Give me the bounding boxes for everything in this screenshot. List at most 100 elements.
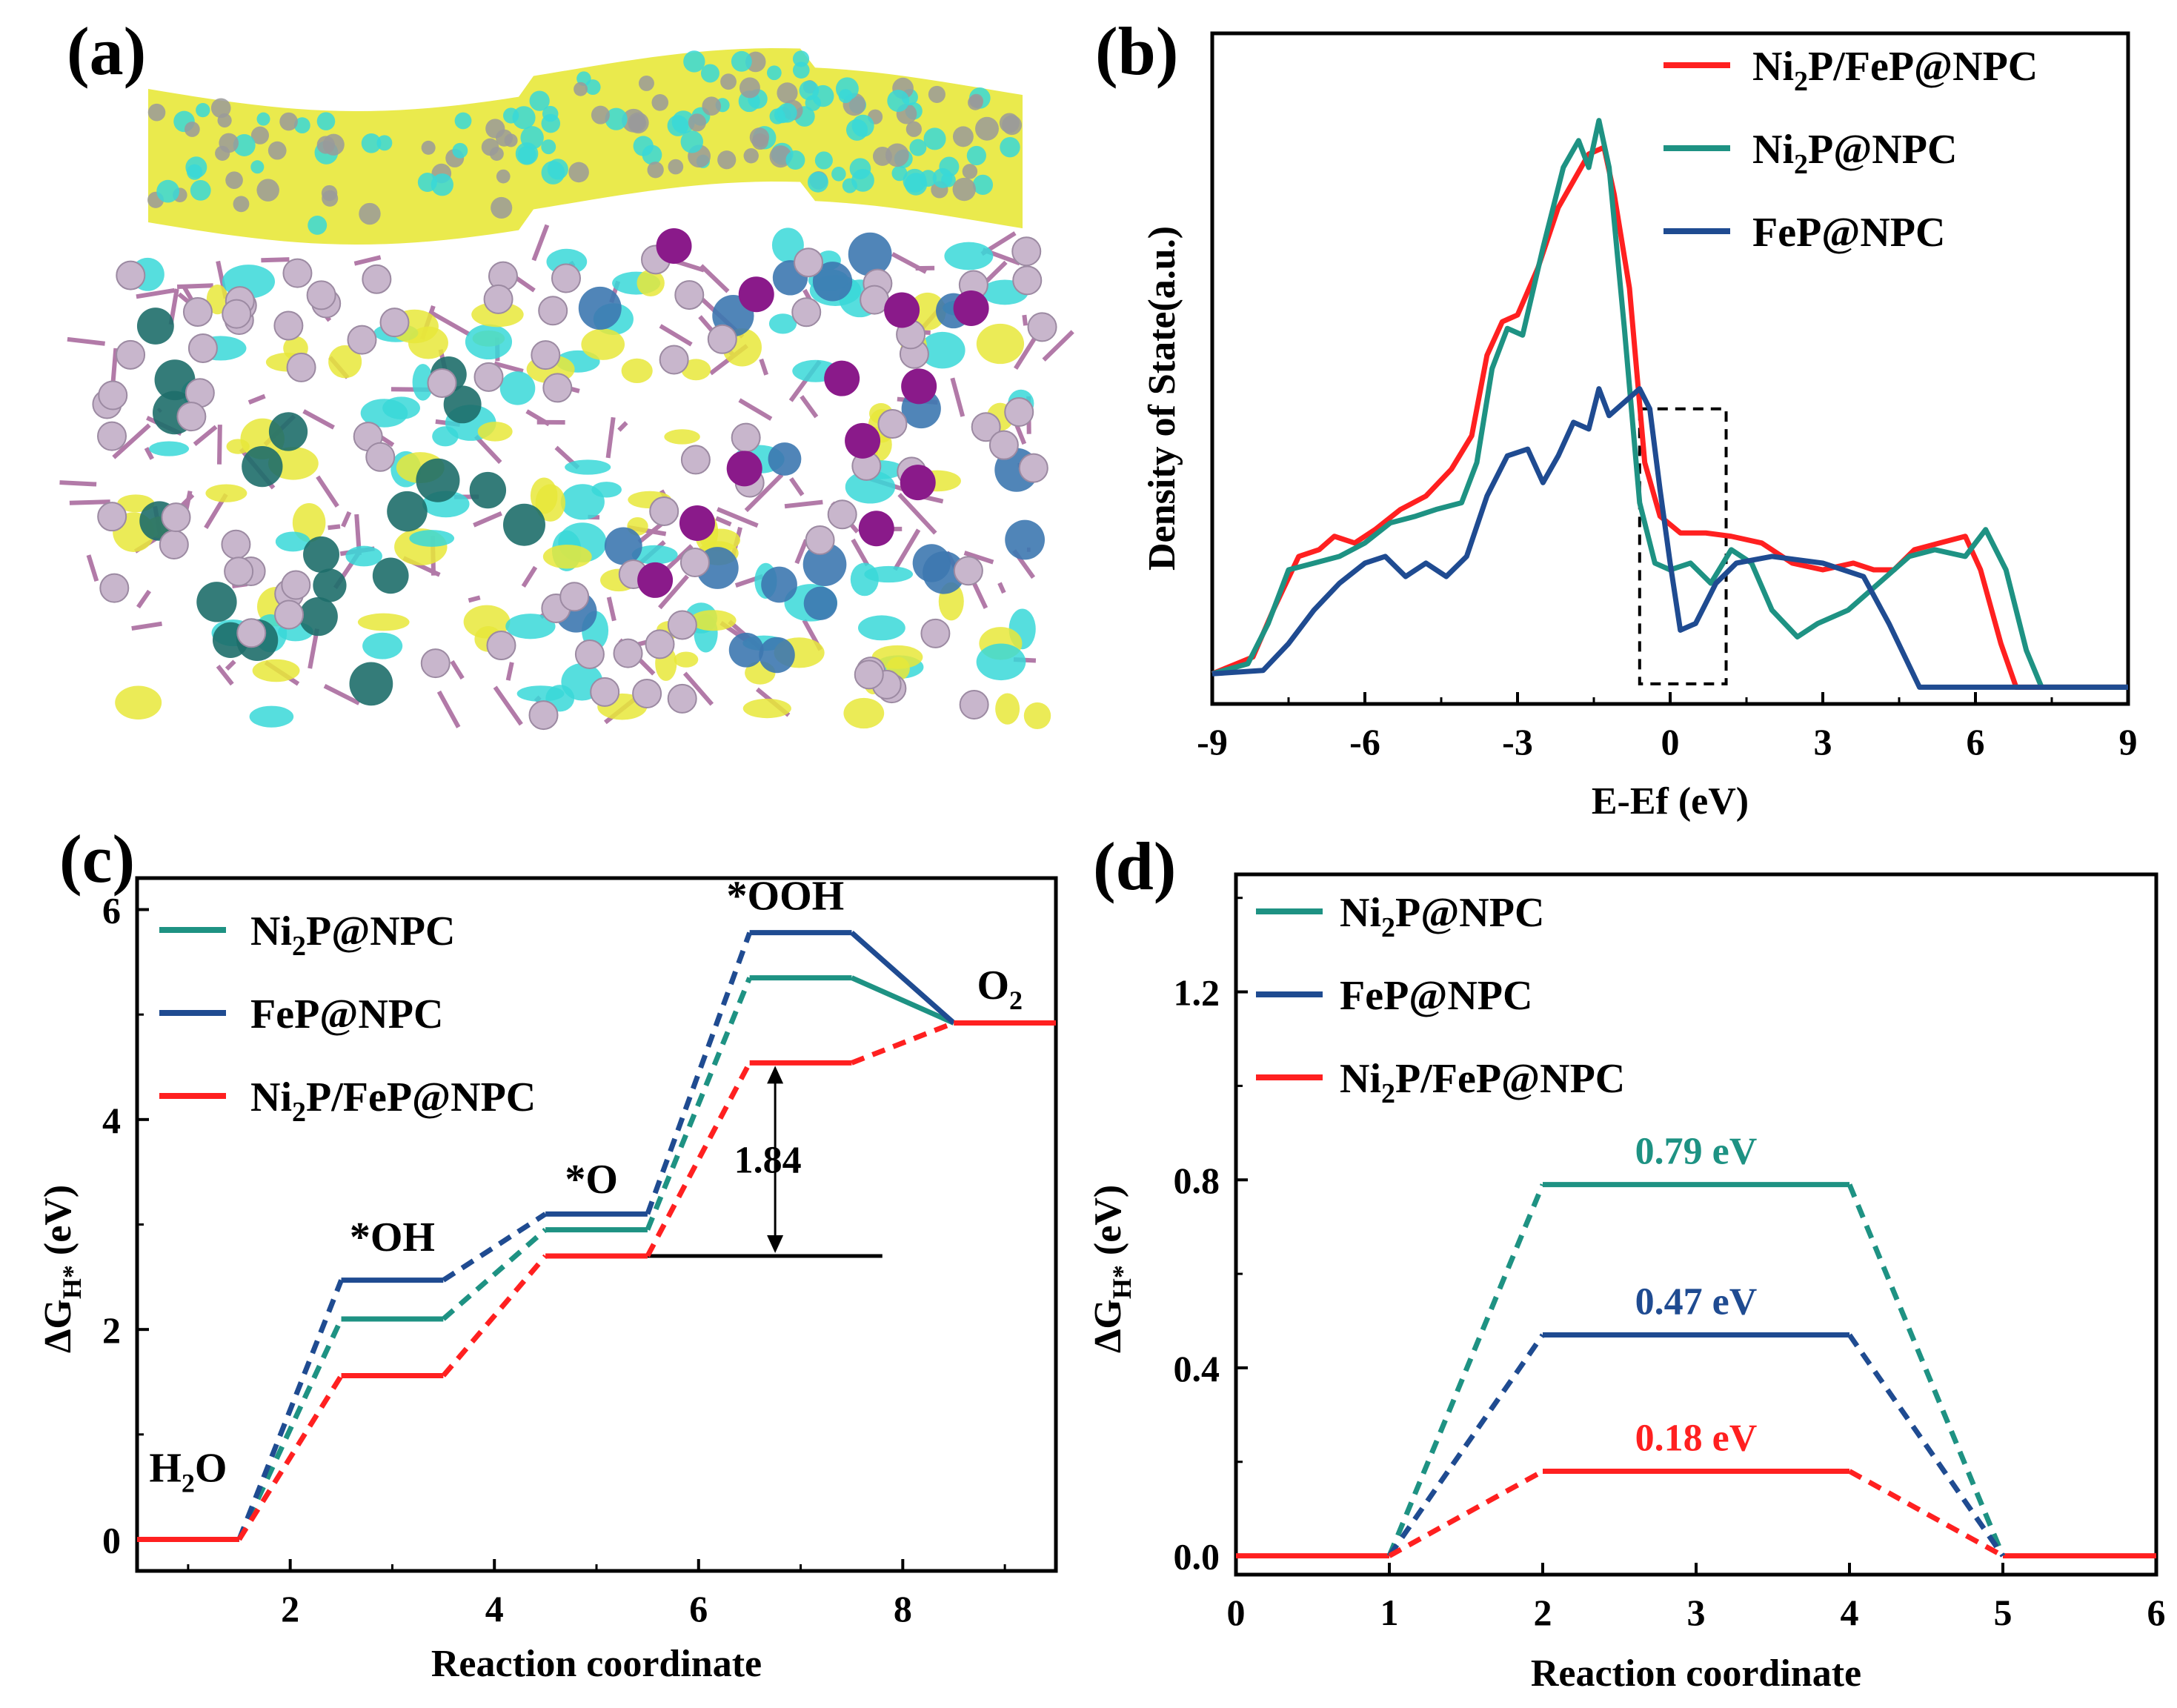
bond <box>136 288 176 299</box>
graphene-atom <box>512 106 536 130</box>
bond <box>605 416 616 459</box>
metal-atom <box>759 637 795 674</box>
panel-a-structure <box>59 48 1074 731</box>
graphene-atom <box>952 177 976 202</box>
graphene-atom <box>688 113 706 132</box>
metal-atom <box>848 232 892 276</box>
legend-label-2: Ni2P/FeP@NPC <box>250 1074 536 1128</box>
phosphorus-atom <box>222 299 252 329</box>
graphene-atom <box>541 113 561 133</box>
bond <box>851 538 870 567</box>
panel-label-c: (c) <box>59 821 135 897</box>
phosphorus-atom <box>805 525 835 555</box>
graphene-atom <box>885 143 909 167</box>
phosphorus-atom <box>486 631 516 661</box>
transition-0-3 <box>851 975 955 1026</box>
phosphorus-atom <box>667 610 697 640</box>
y-tick-label: 0.4 <box>1174 1348 1220 1389</box>
x-tick-label: 3 <box>1814 721 1832 762</box>
legend-label-0-main: Ni <box>1752 44 1794 90</box>
y-axis-label-main: ΔG <box>37 1299 79 1353</box>
phosphorus-atom <box>420 648 451 679</box>
y-tick-label: 6 <box>102 890 121 931</box>
y-axis-label: ΔGH* (eV) <box>1087 1185 1137 1353</box>
iron-atom <box>738 276 774 313</box>
metal-atom <box>313 568 347 602</box>
phosphorus-atom <box>286 352 316 382</box>
charge-density-blob <box>542 545 592 569</box>
x-tick-label: 3 <box>1687 1592 1706 1633</box>
bond <box>436 690 461 728</box>
charge-density-blob <box>908 292 946 330</box>
step-label-sub: 2 <box>1009 986 1023 1015</box>
charge-density-blob <box>631 545 678 565</box>
metal-atom <box>803 586 837 620</box>
graphene-atom <box>210 98 231 119</box>
x-axis-label: Reaction coordinate <box>431 1643 762 1685</box>
fall-2 <box>1848 1469 2004 1558</box>
phosphorus-atom <box>379 308 410 338</box>
bond <box>216 425 222 465</box>
bond <box>353 255 382 266</box>
bond <box>525 409 551 427</box>
graphene-atom <box>667 115 689 136</box>
y-tick-label: 4 <box>102 1100 121 1141</box>
x-tick-label: 6 <box>1967 721 1985 762</box>
legend-label-2: Ni2P/FeP@NPC <box>1340 1056 1625 1109</box>
charge-density-blob <box>463 605 511 639</box>
charge-density-blob <box>357 613 410 631</box>
legend-label-0-tail: P@NPC <box>1395 890 1544 936</box>
phosphorus-atom <box>427 368 457 398</box>
graphene-atom <box>233 133 256 156</box>
bond <box>1042 330 1074 362</box>
graphene-atom <box>225 171 243 189</box>
legend-label-0: Ni2P/FeP@NPC <box>1752 44 2038 97</box>
phosphorus-atom <box>116 339 146 370</box>
legend-label-1: FeP@NPC <box>1340 973 1532 1019</box>
charge-density-blob <box>382 396 420 419</box>
bond <box>473 434 502 465</box>
charge-density-blob <box>845 470 896 504</box>
charge-density-blob <box>345 545 382 567</box>
bond <box>112 423 151 459</box>
graphene-atom <box>751 133 768 150</box>
charge-density-blob <box>689 610 737 631</box>
graphene-atom <box>217 113 232 128</box>
legend-label-1-main: FeP@NPC <box>1340 973 1532 1019</box>
bond <box>67 336 105 346</box>
metal-atom <box>578 286 622 330</box>
step-label-1: *OH <box>350 1214 435 1260</box>
graphene-atom <box>321 185 338 202</box>
graphene-atom <box>481 138 499 156</box>
bond <box>893 528 921 571</box>
energy-value-label-2: 0.18 eV <box>1635 1417 1758 1459</box>
charge-density-blob <box>206 284 229 315</box>
metal-atom <box>1005 519 1046 560</box>
graphene-atom <box>975 116 999 141</box>
x-tick-label: 0 <box>1227 1592 1246 1633</box>
bond <box>717 507 759 528</box>
panel-b-dos-chart: -9 -6 -3 0 3 6 9 E-Ef (eV) Density of State(a.u.… <box>1141 31 2138 823</box>
phosphorus-atom <box>574 639 605 669</box>
energy-value-label-1: 0.47 eV <box>1635 1281 1758 1323</box>
graphene-atom <box>605 107 628 130</box>
phosphorus-atom <box>98 380 128 411</box>
charge-density-blob <box>591 482 622 498</box>
charge-density-blob <box>1023 702 1051 730</box>
y-tick-label: 2 <box>102 1309 121 1351</box>
phosphorus-atom <box>531 340 561 370</box>
charge-density-blob <box>516 685 565 702</box>
phosphorus-atom <box>221 529 251 559</box>
metal-atom <box>154 359 196 401</box>
graphene-atom <box>968 95 983 110</box>
metal-atom <box>196 582 237 622</box>
bond <box>715 516 732 527</box>
graphene-atom <box>887 90 910 112</box>
legend-label-0-sub: 2 <box>1381 912 1395 943</box>
bond <box>328 524 341 531</box>
charge-density-blob <box>477 422 513 442</box>
legend-label-0: Ni2P@NPC <box>1340 890 1544 943</box>
bond <box>69 499 110 505</box>
graphene-atom <box>568 162 589 183</box>
